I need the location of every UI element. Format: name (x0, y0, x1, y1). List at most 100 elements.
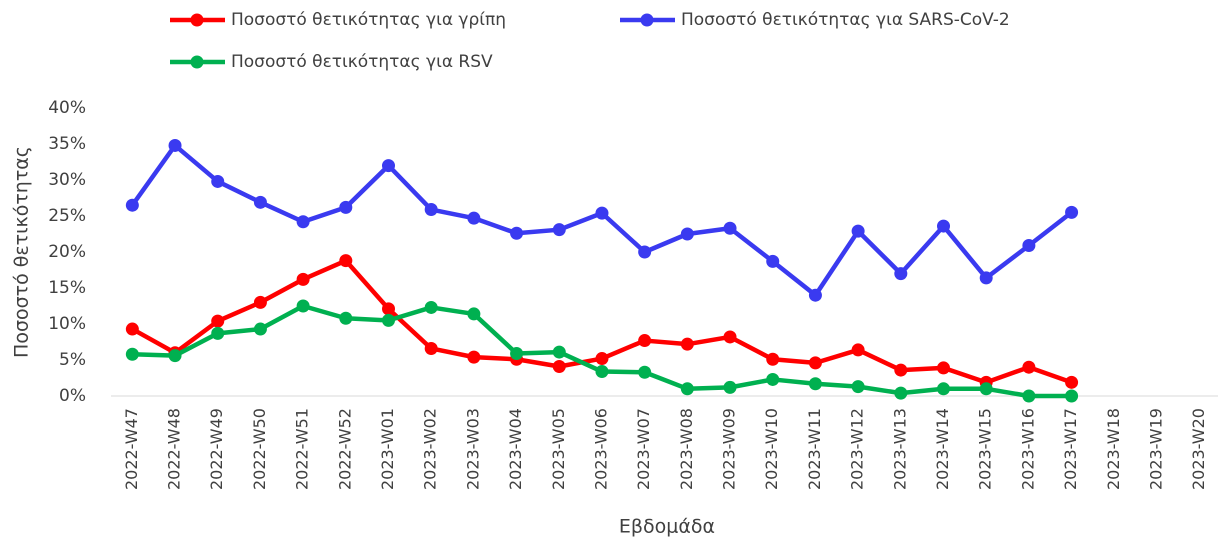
y-tick-label: 30% (48, 170, 86, 190)
data-point (766, 352, 780, 366)
data-point (1022, 239, 1036, 253)
x-tick-label: 2022-W52 (335, 408, 354, 490)
data-point (382, 159, 395, 173)
data-point (211, 174, 225, 188)
x-tick-label: 2023-W02 (421, 408, 440, 490)
data-point (851, 380, 865, 394)
x-tick-label: 2022-W47 (122, 408, 141, 490)
data-point (894, 386, 908, 400)
x-tick-label: 2022-W48 (165, 408, 184, 490)
x-tick-label: 2022-W49 (207, 408, 226, 490)
y-tick-label: 15% (48, 278, 86, 298)
data-point (253, 295, 267, 309)
data-point (125, 198, 139, 212)
data-point (339, 200, 353, 214)
data-point (680, 227, 694, 241)
data-point (424, 203, 438, 217)
data-point (851, 343, 865, 357)
x-tick-label: 2023-W14 (933, 408, 952, 490)
data-point (211, 326, 225, 340)
data-point (382, 313, 395, 327)
x-tick-label: 2023-W08 (677, 408, 696, 490)
data-point (1065, 205, 1079, 219)
data-point (723, 330, 737, 344)
data-point (339, 254, 353, 268)
data-point (894, 363, 908, 377)
data-point (766, 254, 780, 268)
data-point (766, 372, 780, 386)
series-line (130, 143, 1073, 298)
data-point (595, 352, 609, 366)
data-point (808, 377, 822, 391)
x-tick-label: 2023-W19 (1146, 408, 1165, 490)
data-point (680, 337, 694, 351)
data-point (1065, 389, 1079, 403)
x-tick-label: 2023-W07 (634, 408, 653, 490)
legend-label: Ποσοστό θετικότητας για γρίπη (231, 10, 506, 30)
y-tick-label: 20% (48, 242, 86, 262)
x-tick-label: 2022-W51 (293, 408, 312, 490)
data-point (339, 311, 353, 325)
data-point (296, 272, 310, 286)
data-point (510, 347, 524, 361)
legend-marker (190, 13, 204, 27)
data-point (168, 138, 182, 152)
data-point (552, 359, 566, 373)
x-tick-label: 2023-W13 (890, 408, 909, 490)
x-tick-label: 2023-W15 (976, 408, 995, 490)
data-point (467, 307, 481, 321)
data-point (467, 211, 481, 225)
y-tick-label: 40% (48, 98, 86, 118)
x-tick-label: 2023-W20 (1189, 408, 1208, 490)
legend-marker (190, 55, 204, 69)
data-point (125, 322, 139, 336)
legend-label: Ποσοστό θετικότητας για RSV (231, 52, 493, 72)
data-point (382, 302, 395, 316)
y-tick-label: 10% (48, 314, 86, 334)
data-point (723, 380, 737, 394)
x-tick-label: 2023-W16 (1018, 408, 1037, 490)
data-point (595, 206, 609, 220)
data-point (1022, 389, 1036, 403)
data-point (894, 267, 908, 281)
data-point (510, 226, 524, 240)
data-point (808, 356, 822, 370)
y-tick-label: 25% (48, 206, 86, 226)
data-point (125, 347, 139, 361)
y-axis-title: Ποσοστό θετικότητας (11, 146, 33, 358)
x-tick-label: 2023-W04 (506, 408, 525, 490)
legend-marker (640, 13, 654, 27)
data-point (296, 299, 310, 313)
data-point (1022, 360, 1036, 374)
data-point (723, 221, 737, 235)
data-point (424, 341, 438, 355)
data-point (979, 271, 993, 285)
x-tick-label: 2023-W18 (1104, 408, 1123, 490)
data-point (638, 245, 652, 259)
data-point (211, 314, 225, 328)
x-tick-label: 2023-W10 (762, 408, 781, 490)
data-point (168, 349, 182, 363)
data-point (552, 223, 566, 237)
data-point (424, 300, 438, 314)
data-point (552, 345, 566, 359)
legend-label: Ποσοστό θετικότητας για SARS-CoV-2 (681, 10, 1010, 30)
y-tick-label: 0% (59, 386, 86, 406)
x-tick-label: 2023-W03 (463, 408, 482, 490)
data-point (1065, 375, 1079, 389)
data-point (937, 361, 950, 375)
x-tick-label: 2023-W05 (549, 408, 568, 490)
data-point (808, 288, 822, 302)
data-point (937, 219, 950, 233)
data-point (253, 322, 267, 336)
data-point (851, 224, 865, 238)
x-tick-label: 2022-W50 (250, 408, 269, 490)
data-point (638, 334, 652, 348)
data-point (467, 350, 481, 364)
data-point (680, 382, 694, 396)
data-point (296, 215, 310, 229)
x-tick-label: 2023-W12 (848, 408, 867, 490)
x-tick-label: 2023-W01 (378, 408, 397, 490)
series-line (132, 303, 1072, 399)
x-tick-label: 2023-W17 (1061, 408, 1080, 490)
